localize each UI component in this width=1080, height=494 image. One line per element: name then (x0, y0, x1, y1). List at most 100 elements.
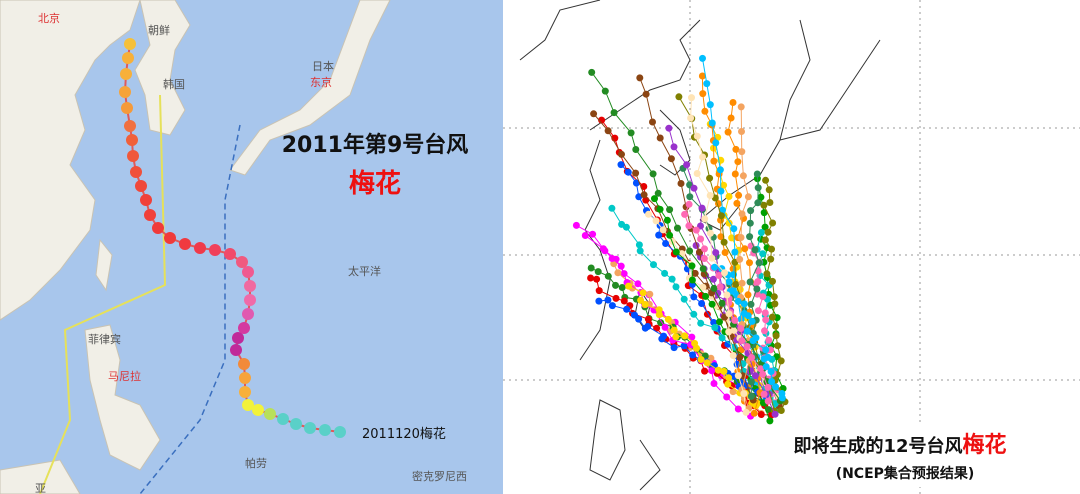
ensemble-dot (634, 280, 642, 288)
track-dot (124, 38, 136, 50)
ensemble-dot (734, 405, 742, 413)
ensemble-dot (700, 270, 708, 278)
ensemble-dot (738, 210, 746, 218)
ensemble-dot (772, 332, 780, 340)
ensemble-dot (762, 363, 770, 371)
ensemble-dot (734, 297, 742, 305)
ensemble-dot (640, 191, 648, 199)
ensemble-dot (717, 187, 725, 195)
ensemble-dot (604, 296, 612, 304)
ensemble-dot (641, 324, 649, 332)
ensemble-dot (777, 407, 785, 414)
ensemble-dot (702, 292, 710, 300)
ensemble-dot (711, 263, 718, 271)
place-label: 朝鲜 (148, 23, 170, 37)
ensemble-dot (730, 326, 738, 334)
left-name: 梅花 (349, 168, 401, 199)
track-dot (179, 238, 191, 250)
ensemble-dot (711, 324, 719, 331)
ensemble-dot (701, 107, 709, 115)
ensemble-dot (617, 262, 625, 270)
ensemble-dot (703, 359, 711, 367)
track-dot (244, 280, 256, 292)
ensemble-dot (712, 139, 720, 147)
ensemble-dot (604, 272, 612, 280)
ensemble-dot (738, 128, 745, 135)
ensemble-dot (762, 316, 770, 324)
ensemble-line (639, 77, 754, 401)
ensemble-dot (768, 313, 776, 321)
ensemble-dot (656, 205, 664, 213)
place-label: 帕劳 (245, 456, 267, 470)
ensemble-dot (735, 191, 743, 199)
ensemble-dot (743, 327, 751, 335)
ensemble-dot (690, 293, 698, 301)
ensemble-dot (670, 326, 678, 334)
ensemble-dot (703, 80, 711, 88)
ensemble-dot (771, 300, 779, 308)
ensemble-dot (763, 270, 771, 278)
ensemble-dot (670, 344, 678, 352)
ensemble-dot (612, 294, 620, 302)
dashed-boundary (139, 124, 241, 494)
ensemble-dot (714, 366, 722, 374)
ensemble-dot (601, 87, 609, 95)
ensemble-dot (772, 322, 779, 330)
ensemble-dot (700, 255, 708, 262)
south-land (0, 459, 81, 494)
ensemble-dot (743, 343, 751, 350)
ensemble-dot (761, 327, 768, 335)
ensemble-dot (720, 238, 728, 246)
ensemble-dot (764, 397, 772, 405)
place-label: 亚 (35, 482, 46, 494)
ensemble-dot (757, 365, 765, 373)
ensemble-dot (766, 417, 774, 425)
ensemble-dot (736, 353, 744, 361)
ensemble-dot (620, 297, 628, 305)
ensemble-dot (688, 262, 696, 270)
ensemble-line (591, 72, 781, 402)
ensemble-dot (765, 336, 773, 344)
ensemble-dot (655, 311, 663, 319)
ensemble-dot (683, 161, 691, 169)
ensemble-dot (772, 383, 780, 391)
track-dot (304, 422, 316, 434)
track-dot (130, 166, 142, 178)
ensemble-dot (727, 114, 735, 122)
ensemble-dot (732, 145, 740, 153)
track-dot (152, 222, 164, 234)
ensemble-dot (744, 193, 752, 201)
ensemble-dot (645, 210, 652, 218)
ensemble-dot (618, 150, 625, 158)
ensemble-dot (655, 306, 663, 314)
track-dot (238, 322, 250, 334)
ensemble-dot (662, 240, 670, 247)
sea (0, 0, 503, 494)
ensemble-dot (733, 199, 741, 207)
par-boundary (39, 94, 167, 494)
ensemble-dot (623, 305, 631, 313)
graticule (503, 0, 1080, 494)
ensemble-dot (762, 176, 770, 184)
ensemble-dot (708, 119, 716, 127)
ensemble-dot (661, 269, 669, 277)
ensemble-dot (725, 193, 733, 200)
ensemble-dot (657, 319, 665, 327)
ensemble-dot (725, 328, 733, 336)
ensemble-dot (729, 287, 737, 295)
ensemble-dot (759, 293, 767, 301)
ensemble-dot (764, 228, 772, 236)
ensemble-dot (718, 334, 726, 342)
track-dot (239, 372, 251, 384)
ensemble-dot (759, 250, 767, 258)
ensemble-dot (699, 54, 706, 62)
track-dot (224, 248, 236, 260)
track-dot (236, 256, 248, 268)
ensemble-dot (701, 215, 709, 223)
ensemble-dot (641, 301, 649, 308)
ensemble-dot (710, 157, 718, 165)
ensemble-dot (724, 340, 732, 348)
ensemble-dot (697, 319, 705, 327)
ensemble-dot (715, 272, 723, 279)
